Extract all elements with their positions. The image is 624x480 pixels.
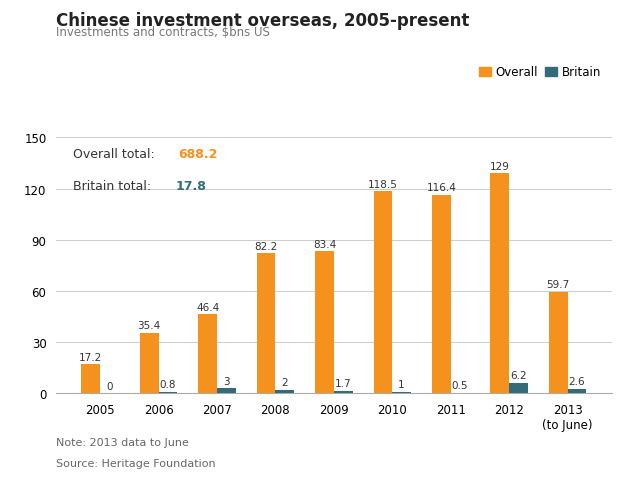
Text: 3: 3 [223, 376, 230, 386]
Text: Note: 2013 data to June: Note: 2013 data to June [56, 437, 189, 447]
Text: Chinese investment overseas, 2005-present: Chinese investment overseas, 2005-presen… [56, 12, 469, 30]
Bar [275, 390, 294, 394]
Text: Investments and contracts, $bns US: Investments and contracts, $bns US [56, 26, 270, 39]
Bar [451, 393, 469, 394]
Text: 118.5: 118.5 [368, 179, 398, 189]
Bar [140, 333, 158, 394]
Text: 0.8: 0.8 [160, 380, 176, 390]
Text: 688.2: 688.2 [178, 148, 218, 161]
Text: 0.5: 0.5 [452, 380, 468, 390]
Bar [158, 392, 177, 394]
Text: 2: 2 [281, 378, 288, 388]
Bar [81, 364, 100, 394]
Bar [432, 195, 451, 394]
Text: 0: 0 [106, 381, 113, 391]
Legend: Overall, Britain: Overall, Britain [474, 61, 606, 84]
Text: 59.7: 59.7 [547, 279, 570, 289]
Bar [490, 174, 509, 394]
Text: 116.4: 116.4 [426, 183, 456, 193]
Text: 1.7: 1.7 [335, 378, 351, 388]
Bar [256, 253, 275, 394]
Bar [198, 314, 217, 394]
Text: 83.4: 83.4 [313, 239, 336, 249]
Text: 82.2: 82.2 [255, 241, 278, 251]
Text: 35.4: 35.4 [137, 321, 161, 331]
Text: Source: Heritage Foundation: Source: Heritage Foundation [56, 458, 216, 468]
Bar [509, 383, 528, 394]
Bar [392, 392, 411, 394]
Bar [374, 192, 392, 394]
Text: 129: 129 [490, 161, 510, 171]
Text: 6.2: 6.2 [510, 371, 527, 381]
Text: 17.8: 17.8 [175, 180, 207, 193]
Text: Britain total:: Britain total: [73, 180, 155, 193]
Text: 46.4: 46.4 [196, 302, 219, 312]
Bar [568, 389, 587, 394]
Text: Overall total:: Overall total: [73, 148, 158, 161]
Bar [549, 292, 568, 394]
Text: 17.2: 17.2 [79, 352, 102, 362]
Bar [217, 388, 236, 394]
Bar [334, 391, 353, 394]
Text: 2.6: 2.6 [568, 377, 585, 386]
Text: 1: 1 [398, 379, 405, 389]
Bar [315, 252, 334, 394]
